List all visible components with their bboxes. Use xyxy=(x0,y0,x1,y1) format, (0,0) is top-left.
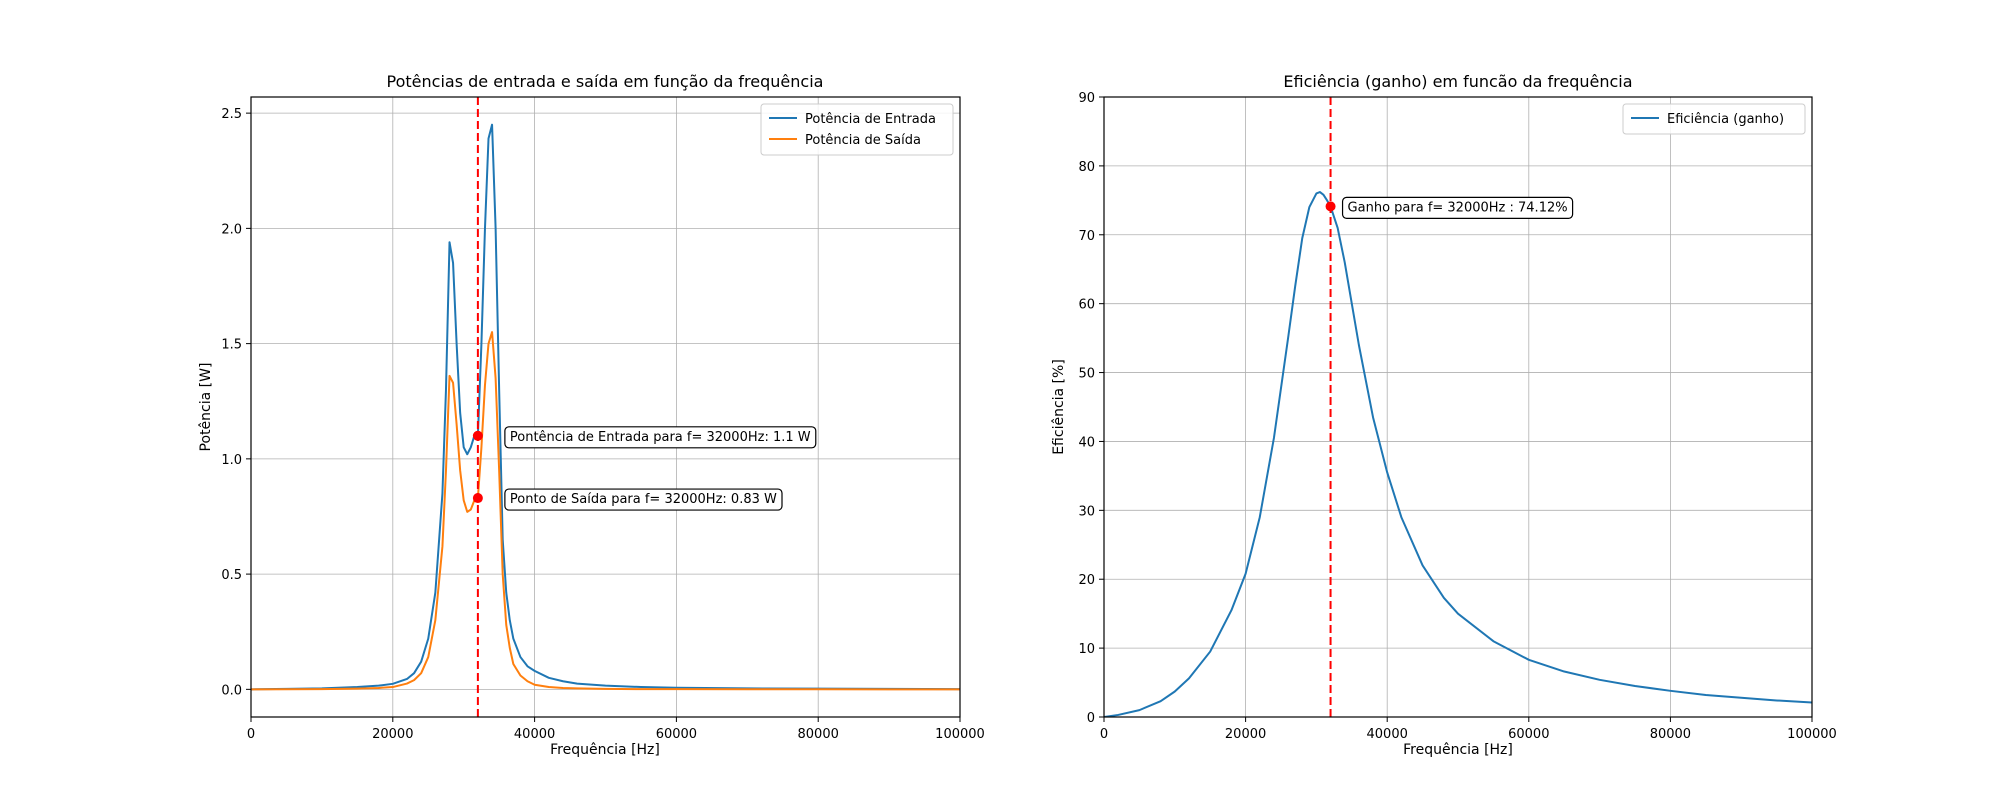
y-tick-label: 10 xyxy=(1078,642,1095,657)
x-tick-label: 60000 xyxy=(656,727,697,742)
series-line-0 xyxy=(251,123,960,691)
annotation-box xyxy=(1341,196,1574,219)
y-tick-label: 90 xyxy=(1078,91,1095,106)
x-tick-label: 100000 xyxy=(1787,727,1837,742)
annotation-box xyxy=(504,426,817,449)
legend: Eficiência (ganho) xyxy=(1622,103,1806,135)
annotation-marker xyxy=(472,430,483,441)
y-axis-label: Eficiência [%] xyxy=(1051,359,1067,455)
grid xyxy=(250,97,961,717)
y-tick-label: 20 xyxy=(1078,573,1095,588)
x-tick-label: 100000 xyxy=(935,727,985,742)
x-tick-label: 80000 xyxy=(1650,727,1691,742)
annotation-text: Ganho para f= 32000Hz : 74.12% xyxy=(1348,200,1568,215)
y-tick-label: 0 xyxy=(1087,711,1095,726)
x-axis-label: Frequência [Hz] xyxy=(1403,742,1513,758)
y-tick-label: 2.0 xyxy=(221,222,242,237)
x-tick-label: 40000 xyxy=(1367,727,1408,742)
y-tick-label: 30 xyxy=(1078,504,1095,519)
legend: Potência de Entrada Potência de Saída xyxy=(760,103,954,156)
y-tick-label: 1.0 xyxy=(221,453,242,468)
legend-entry: Potência de Entrada xyxy=(805,112,936,127)
x-tick-label: 0 xyxy=(1100,727,1108,742)
annotation: Ganho para f= 32000Hz : 74.12% xyxy=(1341,196,1574,219)
series-group xyxy=(251,123,960,691)
legend-box xyxy=(760,103,954,156)
annotation-box xyxy=(504,488,783,511)
y-tick-label: 80 xyxy=(1078,160,1095,175)
legend-entry: Potência de Saída xyxy=(805,133,921,148)
y-tick-label: 60 xyxy=(1078,298,1095,313)
annotation-text: Ponto de Saída para f= 32000Hz: 0.83 W xyxy=(510,492,777,507)
efficiency-plot: Eficiência (ganho) em funcão da frequênc… xyxy=(1051,72,1837,758)
x-axis-label: Frequência [Hz] xyxy=(550,742,660,758)
legend-entry: Eficiência (ganho) xyxy=(1667,112,1784,127)
y-tick-label: 50 xyxy=(1078,367,1095,382)
annotation-text: Pontência de Entrada para f= 32000Hz: 1.… xyxy=(510,430,811,445)
annotation: Pontência de Entrada para f= 32000Hz: 1.… xyxy=(504,426,817,449)
plot-title: Eficiência (ganho) em funcão da frequênc… xyxy=(1283,72,1632,91)
annotation-marker xyxy=(1325,201,1336,212)
annotation: Ponto de Saída para f= 32000Hz: 0.83 W xyxy=(504,488,783,511)
annotation-marker xyxy=(472,493,483,504)
legend-box xyxy=(1622,103,1806,135)
x-tick-label: 60000 xyxy=(1508,727,1549,742)
y-tick-label: 0.0 xyxy=(221,683,242,698)
series-group xyxy=(1104,191,1812,717)
axes-frame xyxy=(250,96,961,718)
x-tick-label: 0 xyxy=(247,727,255,742)
x-tick-label: 80000 xyxy=(798,727,839,742)
y-tick-label: 70 xyxy=(1078,229,1095,244)
x-tick-label: 20000 xyxy=(372,727,413,742)
plot-title: Potências de entrada e saída em função d… xyxy=(387,72,824,91)
grid xyxy=(1103,96,1813,718)
y-tick-label: 40 xyxy=(1078,435,1095,450)
y-tick-label: 1.5 xyxy=(221,338,242,353)
y-tick-label: 0.5 xyxy=(221,568,242,583)
series-line-0 xyxy=(1104,191,1812,717)
series-line-1 xyxy=(251,331,960,691)
input-output-power-plot: Potências de entrada e saída em função d… xyxy=(198,72,985,758)
x-tick-label: 40000 xyxy=(514,727,555,742)
y-tick-label: 2.5 xyxy=(221,107,242,122)
axes-frame xyxy=(1103,96,1813,718)
x-tick-label: 20000 xyxy=(1225,727,1266,742)
y-axis-label: Potência [W] xyxy=(198,363,214,452)
